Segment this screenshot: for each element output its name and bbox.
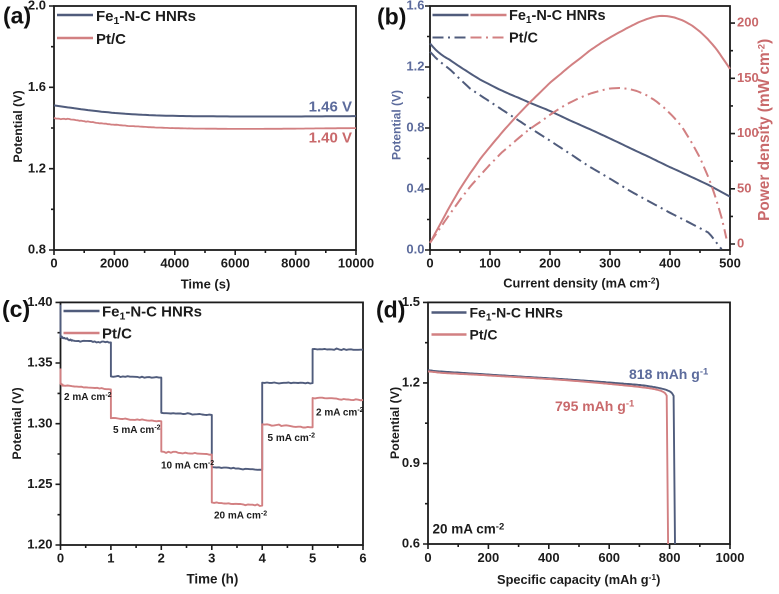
svg-text:2 mA cm-2: 2 mA cm-2 bbox=[64, 392, 112, 403]
svg-text:Power density (mW cm-2): Power density (mW cm-2) bbox=[756, 39, 773, 221]
svg-text:Pt/C: Pt/C bbox=[470, 327, 498, 343]
svg-text:2: 2 bbox=[158, 551, 165, 566]
svg-text:400: 400 bbox=[538, 550, 560, 565]
svg-text:0: 0 bbox=[57, 551, 64, 566]
svg-text:795 mAh g-1: 795 mAh g-1 bbox=[555, 398, 635, 414]
svg-text:1.46 V: 1.46 V bbox=[309, 99, 352, 116]
svg-text:1.2: 1.2 bbox=[406, 59, 424, 74]
svg-text:Potential (V): Potential (V) bbox=[390, 90, 404, 160]
svg-text:Pt/C: Pt/C bbox=[96, 31, 126, 48]
svg-text:20 mA cm-2: 20 mA cm-2 bbox=[214, 510, 267, 521]
svg-text:300: 300 bbox=[599, 256, 621, 271]
svg-text:200: 200 bbox=[737, 15, 759, 30]
svg-text:150: 150 bbox=[737, 70, 759, 85]
svg-text:2000: 2000 bbox=[100, 256, 129, 271]
svg-text:1.40 V: 1.40 V bbox=[309, 130, 352, 147]
svg-text:Time (h): Time (h) bbox=[186, 572, 238, 587]
svg-text:3: 3 bbox=[208, 551, 215, 566]
svg-text:100: 100 bbox=[479, 256, 501, 271]
svg-text:0.0: 0.0 bbox=[406, 242, 424, 257]
svg-text:Fe1-N-C HNRs: Fe1-N-C HNRs bbox=[102, 303, 202, 322]
svg-text:400: 400 bbox=[659, 256, 681, 271]
svg-text:Pt/C: Pt/C bbox=[509, 31, 539, 47]
svg-text:2.0: 2.0 bbox=[28, 0, 46, 13]
svg-text:(d): (d) bbox=[376, 297, 405, 323]
svg-text:100: 100 bbox=[737, 125, 759, 140]
svg-text:1.2: 1.2 bbox=[28, 160, 46, 175]
svg-text:0.9: 0.9 bbox=[402, 455, 420, 470]
svg-text:0: 0 bbox=[737, 236, 744, 251]
svg-text:(b): (b) bbox=[377, 4, 406, 30]
svg-text:50: 50 bbox=[737, 180, 751, 195]
svg-text:0.6: 0.6 bbox=[402, 536, 420, 551]
svg-text:4000: 4000 bbox=[160, 256, 189, 271]
svg-text:1.35: 1.35 bbox=[27, 355, 52, 370]
svg-text:10 mA cm-2: 10 mA cm-2 bbox=[161, 460, 214, 471]
svg-text:1.25: 1.25 bbox=[27, 476, 52, 491]
svg-text:Potential (V): Potential (V) bbox=[388, 387, 402, 459]
svg-text:(a): (a) bbox=[3, 3, 31, 29]
svg-text:200: 200 bbox=[539, 256, 561, 271]
svg-text:0: 0 bbox=[426, 256, 433, 271]
svg-text:Pt/C: Pt/C bbox=[102, 325, 132, 342]
svg-text:600: 600 bbox=[598, 550, 620, 565]
svg-text:800: 800 bbox=[659, 550, 681, 565]
svg-text:(c): (c) bbox=[2, 296, 30, 322]
svg-text:2 mA cm-2: 2 mA cm-2 bbox=[316, 407, 364, 418]
svg-text:Current density (mA cm-2): Current density (mA cm-2) bbox=[503, 276, 659, 291]
svg-text:818 mAh g-1: 818 mAh g-1 bbox=[629, 366, 709, 382]
svg-text:5: 5 bbox=[309, 551, 316, 566]
svg-text:0.8: 0.8 bbox=[406, 120, 424, 135]
svg-text:500: 500 bbox=[719, 256, 741, 271]
svg-text:200: 200 bbox=[478, 550, 500, 565]
svg-text:Potential (V): Potential (V) bbox=[11, 90, 25, 162]
svg-text:5 mA cm-2: 5 mA cm-2 bbox=[268, 433, 316, 444]
svg-text:20 mA cm-2: 20 mA cm-2 bbox=[433, 521, 505, 536]
svg-text:1.5: 1.5 bbox=[402, 294, 420, 309]
svg-text:1.30: 1.30 bbox=[27, 415, 52, 430]
svg-text:1.6: 1.6 bbox=[28, 79, 46, 94]
svg-text:Specific capacity (mAh g-1): Specific capacity (mAh g-1) bbox=[497, 572, 660, 587]
svg-text:6000: 6000 bbox=[221, 256, 250, 271]
svg-text:1.20: 1.20 bbox=[27, 537, 52, 552]
svg-text:Fe1-N-C HNRs: Fe1-N-C HNRs bbox=[509, 8, 606, 26]
svg-text:1000: 1000 bbox=[716, 550, 745, 565]
svg-text:Fe1-N-C HNRs: Fe1-N-C HNRs bbox=[96, 8, 196, 27]
svg-text:Fe1-N-C HNRs: Fe1-N-C HNRs bbox=[470, 305, 564, 324]
svg-text:0: 0 bbox=[50, 256, 57, 271]
svg-text:0.8: 0.8 bbox=[28, 242, 46, 257]
svg-text:6: 6 bbox=[359, 551, 366, 566]
svg-text:8000: 8000 bbox=[281, 256, 310, 271]
svg-text:5 mA cm-2: 5 mA cm-2 bbox=[113, 425, 161, 436]
svg-text:1.6: 1.6 bbox=[406, 0, 424, 13]
svg-text:Time (s): Time (s) bbox=[181, 277, 231, 292]
svg-text:Potential (V): Potential (V) bbox=[10, 387, 24, 459]
svg-text:4: 4 bbox=[259, 551, 267, 566]
svg-text:1: 1 bbox=[107, 551, 114, 566]
svg-text:10000: 10000 bbox=[338, 256, 374, 271]
svg-text:0: 0 bbox=[424, 550, 431, 565]
svg-text:1.2: 1.2 bbox=[402, 375, 420, 390]
svg-text:0.4: 0.4 bbox=[406, 181, 425, 196]
svg-text:1.40: 1.40 bbox=[27, 294, 52, 309]
